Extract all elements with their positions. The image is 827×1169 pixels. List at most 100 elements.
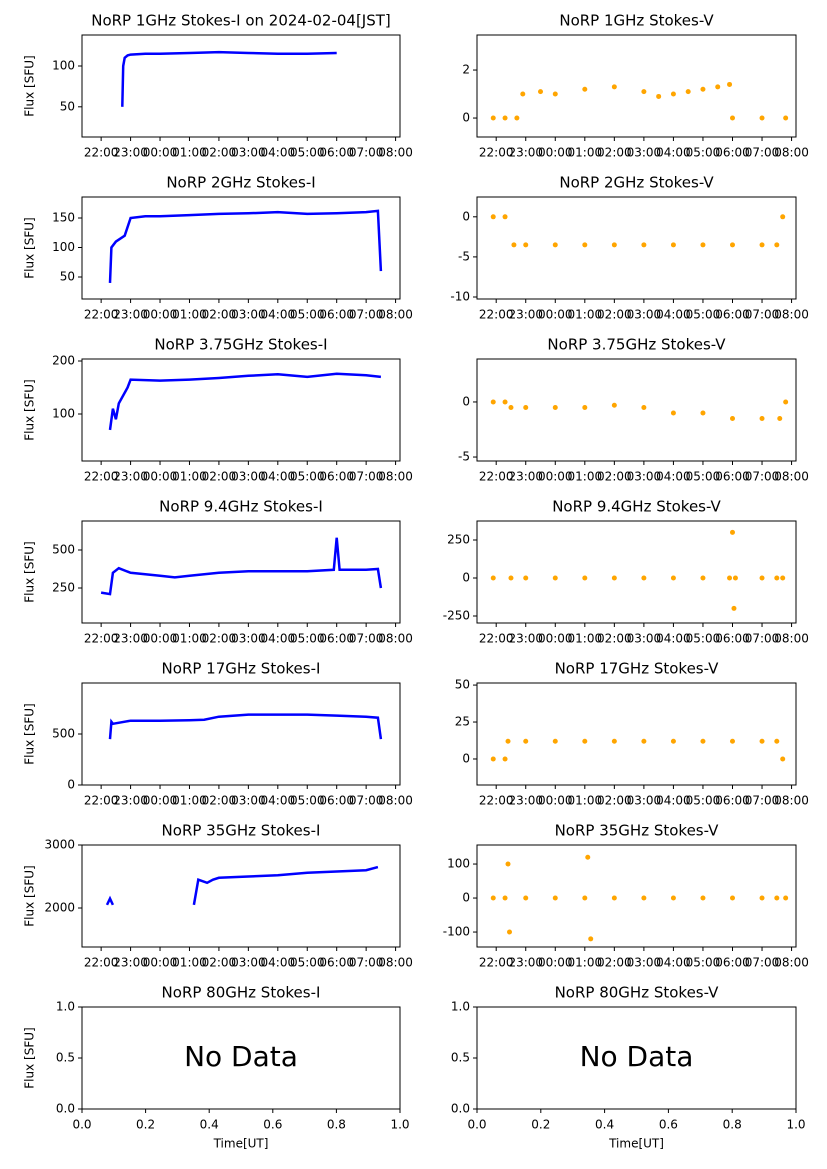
x-tick-label: 22:00 bbox=[84, 956, 119, 970]
y-tick-label: 100 bbox=[52, 407, 75, 421]
x-tick-label: 08:00 bbox=[774, 470, 809, 484]
x-tick-label: 23:00 bbox=[113, 632, 148, 646]
x-tick-label: 05:00 bbox=[290, 146, 325, 160]
data-point bbox=[582, 242, 588, 248]
x-tick-label: 02:00 bbox=[597, 146, 632, 160]
x-tick-label: 07:00 bbox=[745, 794, 780, 808]
x-tick-label: 01:00 bbox=[568, 308, 603, 322]
data-point bbox=[670, 91, 676, 97]
x-tick-label: 22:00 bbox=[84, 146, 119, 160]
x-tick-label: 00:00 bbox=[538, 146, 573, 160]
x-tick-label: 03:00 bbox=[627, 308, 662, 322]
data-line bbox=[105, 865, 379, 906]
x-tick-label: 05:00 bbox=[290, 956, 325, 970]
x-tick-label: 0.4 bbox=[595, 1118, 614, 1132]
x-tick-label: 23:00 bbox=[508, 794, 543, 808]
x-tick-label: 06:00 bbox=[319, 146, 354, 160]
x-tick-label: 01:00 bbox=[172, 308, 207, 322]
x-tick-label: 04:00 bbox=[261, 308, 296, 322]
data-point bbox=[759, 738, 765, 744]
axes-frame bbox=[476, 682, 797, 786]
axes-frame bbox=[476, 196, 797, 300]
axes-frame bbox=[476, 1006, 797, 1110]
y-tick-label: 500 bbox=[52, 542, 75, 556]
data-point bbox=[729, 415, 735, 421]
y-tick-label: 0.5 bbox=[451, 1051, 470, 1065]
data-point bbox=[670, 575, 676, 581]
data-point bbox=[582, 575, 588, 581]
data-point bbox=[700, 895, 706, 901]
data-point bbox=[514, 115, 520, 121]
x-tick-label: 06:00 bbox=[715, 470, 750, 484]
data-point bbox=[700, 242, 706, 248]
data-point bbox=[727, 81, 733, 87]
x-tick-label: 02:00 bbox=[202, 470, 237, 484]
data-point bbox=[508, 575, 514, 581]
data-point bbox=[774, 575, 780, 581]
x-tick-label: 03:00 bbox=[627, 632, 662, 646]
x-tick-label: 04:00 bbox=[261, 956, 296, 970]
data-point bbox=[729, 115, 735, 121]
data-point bbox=[727, 575, 733, 581]
x-tick-label: 0.2 bbox=[136, 1118, 155, 1132]
x-tick-label: 1.0 bbox=[786, 1118, 805, 1132]
x-tick-label: 06:00 bbox=[715, 146, 750, 160]
data-point bbox=[780, 575, 786, 581]
x-tick-label: 07:00 bbox=[349, 146, 384, 160]
x-tick-label: 07:00 bbox=[349, 632, 384, 646]
data-point bbox=[490, 115, 496, 121]
x-tick-label: 23:00 bbox=[113, 794, 148, 808]
y-tick-label: 100 bbox=[447, 857, 470, 871]
y-tick-label: 2 bbox=[462, 63, 470, 77]
data-point bbox=[552, 91, 558, 97]
y-tick-label: 250 bbox=[52, 580, 75, 594]
data-point bbox=[780, 214, 786, 220]
data-point bbox=[783, 895, 789, 901]
data-point bbox=[670, 895, 676, 901]
y-tick-label: 200 bbox=[52, 354, 75, 368]
x-axis-label: Time[UT] bbox=[608, 1137, 664, 1151]
data-point bbox=[490, 214, 496, 220]
data-point bbox=[759, 242, 765, 248]
y-tick-label: 0 bbox=[462, 751, 470, 765]
y-tick-label: 250 bbox=[447, 533, 470, 547]
chart-title: NoRP 17GHz Stokes-I bbox=[162, 660, 321, 678]
data-point bbox=[670, 242, 676, 248]
x-tick-label: 22:00 bbox=[84, 794, 119, 808]
data-point bbox=[552, 738, 558, 744]
x-tick-label: 22:00 bbox=[479, 470, 514, 484]
y-tick-label: 0 bbox=[462, 111, 470, 125]
data-point bbox=[641, 404, 647, 410]
data-point bbox=[641, 575, 647, 581]
x-tick-label: 05:00 bbox=[290, 632, 325, 646]
chart-title: NoRP 80GHz Stokes-V bbox=[555, 984, 720, 1002]
y-tick-label: 2000 bbox=[44, 901, 75, 915]
x-tick-label: 08:00 bbox=[774, 632, 809, 646]
x-tick-label: 07:00 bbox=[349, 308, 384, 322]
x-tick-label: 03:00 bbox=[231, 956, 266, 970]
axes-frame bbox=[476, 34, 797, 138]
x-tick-label: 04:00 bbox=[261, 632, 296, 646]
data-point bbox=[552, 575, 558, 581]
data-point bbox=[670, 410, 676, 416]
x-tick-label: 02:00 bbox=[597, 308, 632, 322]
x-tick-label: 00:00 bbox=[538, 794, 573, 808]
data-point bbox=[582, 738, 588, 744]
x-tick-label: 05:00 bbox=[686, 632, 721, 646]
x-tick-label: 23:00 bbox=[508, 146, 543, 160]
data-point bbox=[656, 93, 662, 99]
x-tick-label: 07:00 bbox=[745, 632, 780, 646]
y-tick-label: 0 bbox=[462, 209, 470, 223]
x-tick-label: 23:00 bbox=[508, 470, 543, 484]
x-tick-label: 01:00 bbox=[568, 146, 603, 160]
x-tick-label: 05:00 bbox=[290, 470, 325, 484]
y-tick-label: 0 bbox=[462, 891, 470, 905]
x-tick-label: 1.0 bbox=[390, 1118, 409, 1132]
y-tick-label: 0 bbox=[67, 778, 75, 792]
y-tick-label: 0.5 bbox=[56, 1051, 75, 1065]
y-tick-label: 50 bbox=[60, 99, 75, 113]
data-point bbox=[506, 929, 512, 935]
x-tick-label: 23:00 bbox=[508, 632, 543, 646]
x-tick-label: 0.2 bbox=[531, 1118, 550, 1132]
